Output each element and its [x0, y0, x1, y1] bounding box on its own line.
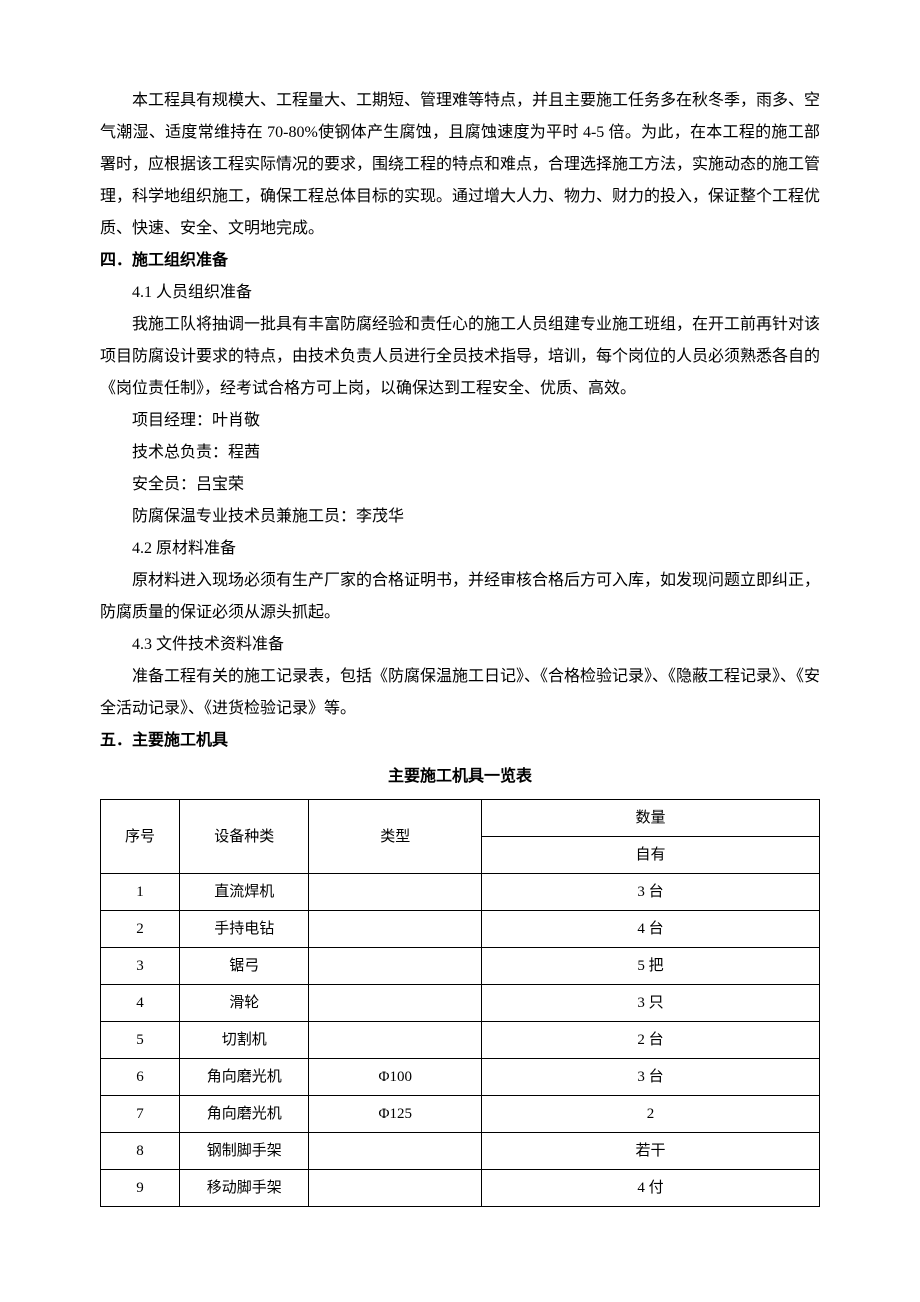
section-4-2-body: 原材料进入现场必须有生产厂家的合格证明书，并经审核合格后方可入库，如发现问题立即…: [100, 565, 820, 629]
cell-seq: 7: [101, 1096, 180, 1133]
cell-kind: 角向磨光机: [180, 1096, 309, 1133]
th-seq: 序号: [101, 800, 180, 874]
cell-seq: 6: [101, 1059, 180, 1096]
cell-seq: 1: [101, 874, 180, 911]
section-4-heading: 四．施工组织准备: [100, 245, 820, 277]
cell-kind: 钢制脚手架: [180, 1133, 309, 1170]
table-title: 主要施工机具一览表: [100, 761, 820, 793]
th-type: 类型: [309, 800, 482, 874]
table-row: 9移动脚手架 4 付: [101, 1170, 820, 1207]
document-page: 本工程具有规模大、工程量大、工期短、管理难等特点，并且主要施工任务多在秋冬季，雨…: [0, 0, 920, 1267]
table-row: 2手持电钻 4 台: [101, 911, 820, 948]
table-row: 7角向磨光机Φ1252: [101, 1096, 820, 1133]
cell-type: [309, 985, 482, 1022]
cell-kind: 直流焊机: [180, 874, 309, 911]
table-header: 序号 设备种类 类型 数量 自有: [101, 800, 820, 874]
intro-paragraph: 本工程具有规模大、工程量大、工期短、管理难等特点，并且主要施工任务多在秋冬季，雨…: [100, 85, 820, 245]
cell-type: [309, 874, 482, 911]
cell-kind: 切割机: [180, 1022, 309, 1059]
cell-seq: 4: [101, 985, 180, 1022]
cell-type: [309, 948, 482, 985]
th-qty-own: 自有: [482, 837, 820, 874]
cell-type: Φ100: [309, 1059, 482, 1096]
table-row: 5切割机 2 台: [101, 1022, 820, 1059]
section-4-3-body: 准备工程有关的施工记录表，包括《防腐保温施工日记》、《合格检验记录》、《隐蔽工程…: [100, 661, 820, 725]
section-4-3-title: 4.3 文件技术资料准备: [100, 629, 820, 661]
cell-seq: 2: [101, 911, 180, 948]
cell-type: [309, 1133, 482, 1170]
cell-kind: 移动脚手架: [180, 1170, 309, 1207]
cell-qty: 3 只: [482, 985, 820, 1022]
th-kind: 设备种类: [180, 800, 309, 874]
th-qty-group: 数量: [482, 800, 820, 837]
cell-type: Φ125: [309, 1096, 482, 1133]
cell-seq: 5: [101, 1022, 180, 1059]
table-row: 8钢制脚手架 若干: [101, 1133, 820, 1170]
equipment-table: 序号 设备种类 类型 数量 自有 1直流焊机3 台2手持电钻4 台3锯弓5 把4…: [100, 799, 820, 1207]
table-row: 3锯弓 5 把: [101, 948, 820, 985]
cell-type: [309, 911, 482, 948]
table-body: 1直流焊机3 台2手持电钻4 台3锯弓5 把4滑轮3 只5切割机2 台6角向磨光…: [101, 874, 820, 1207]
cell-qty: 4 付: [482, 1170, 820, 1207]
cell-qty: 3 台: [482, 1059, 820, 1096]
role-tech-lead: 技术总负责：程茜: [100, 437, 820, 469]
cell-type: [309, 1022, 482, 1059]
cell-seq: 3: [101, 948, 180, 985]
table-row: 6角向磨光机Φ1003 台: [101, 1059, 820, 1096]
table-row: 1直流焊机 3 台: [101, 874, 820, 911]
table-header-row-1: 序号 设备种类 类型 数量: [101, 800, 820, 837]
role-safety-officer: 安全员：吕宝荣: [100, 469, 820, 501]
cell-qty: 若干: [482, 1133, 820, 1170]
section-5-heading: 五．主要施工机具: [100, 725, 820, 757]
cell-qty: 2 台: [482, 1022, 820, 1059]
section-4-1-body: 我施工队将抽调一批具有丰富防腐经验和责任心的施工人员组建专业施工班组，在开工前再…: [100, 309, 820, 405]
role-project-manager: 项目经理：叶肖敬: [100, 405, 820, 437]
cell-kind: 手持电钻: [180, 911, 309, 948]
table-row: 4滑轮 3 只: [101, 985, 820, 1022]
section-4-2-title: 4.2 原材料准备: [100, 533, 820, 565]
cell-type: [309, 1170, 482, 1207]
cell-qty: 4 台: [482, 911, 820, 948]
cell-kind: 角向磨光机: [180, 1059, 309, 1096]
cell-seq: 8: [101, 1133, 180, 1170]
role-specialist: 防腐保温专业技术员兼施工员：李茂华: [100, 501, 820, 533]
cell-seq: 9: [101, 1170, 180, 1207]
cell-qty: 5 把: [482, 948, 820, 985]
cell-qty: 2: [482, 1096, 820, 1133]
cell-kind: 锯弓: [180, 948, 309, 985]
cell-kind: 滑轮: [180, 985, 309, 1022]
cell-qty: 3 台: [482, 874, 820, 911]
section-4-1-title: 4.1 人员组织准备: [100, 277, 820, 309]
